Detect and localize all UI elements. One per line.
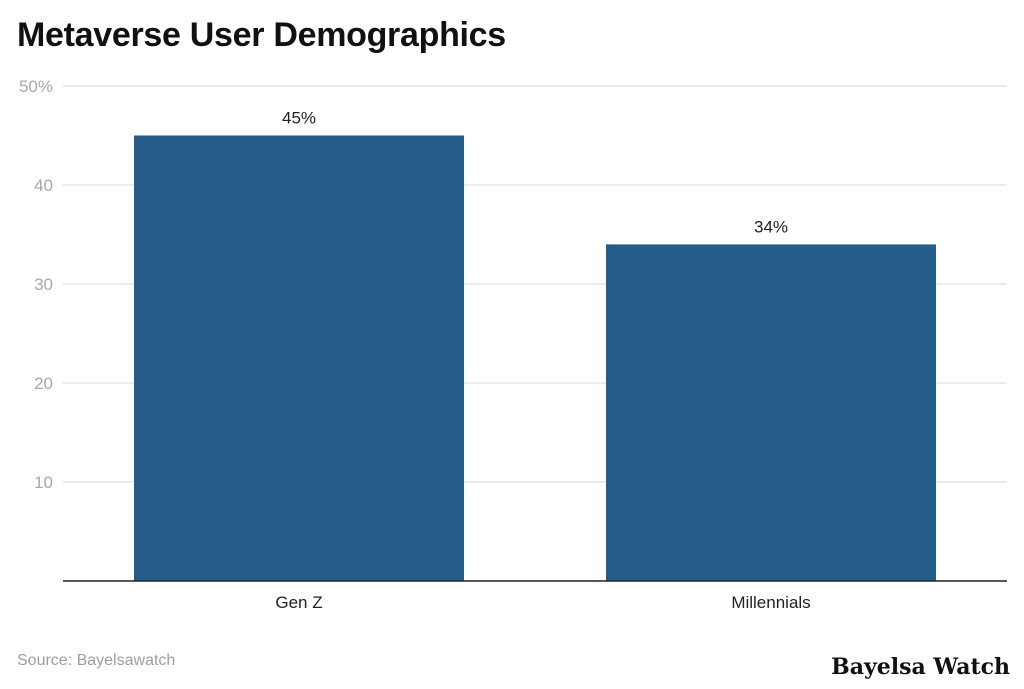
- y-tick-label: 20: [34, 374, 53, 393]
- y-tick-label: 10: [34, 473, 53, 492]
- y-tick-label: 40: [34, 176, 53, 195]
- bar: [606, 244, 936, 581]
- data-label: 34%: [754, 217, 788, 236]
- x-tick-label: Gen Z: [275, 593, 322, 612]
- source-note: Source: Bayelsawatch: [17, 652, 176, 669]
- x-tick-label: Millennials: [731, 593, 810, 612]
- y-tick-label: 30: [34, 275, 53, 294]
- chart-title: Metaverse User Demographics: [17, 16, 506, 54]
- brand-logo: Bayelsa Watch: [831, 654, 1010, 680]
- bar: [134, 135, 464, 581]
- data-label: 45%: [282, 109, 316, 128]
- y-tick-label: 50%: [19, 77, 53, 96]
